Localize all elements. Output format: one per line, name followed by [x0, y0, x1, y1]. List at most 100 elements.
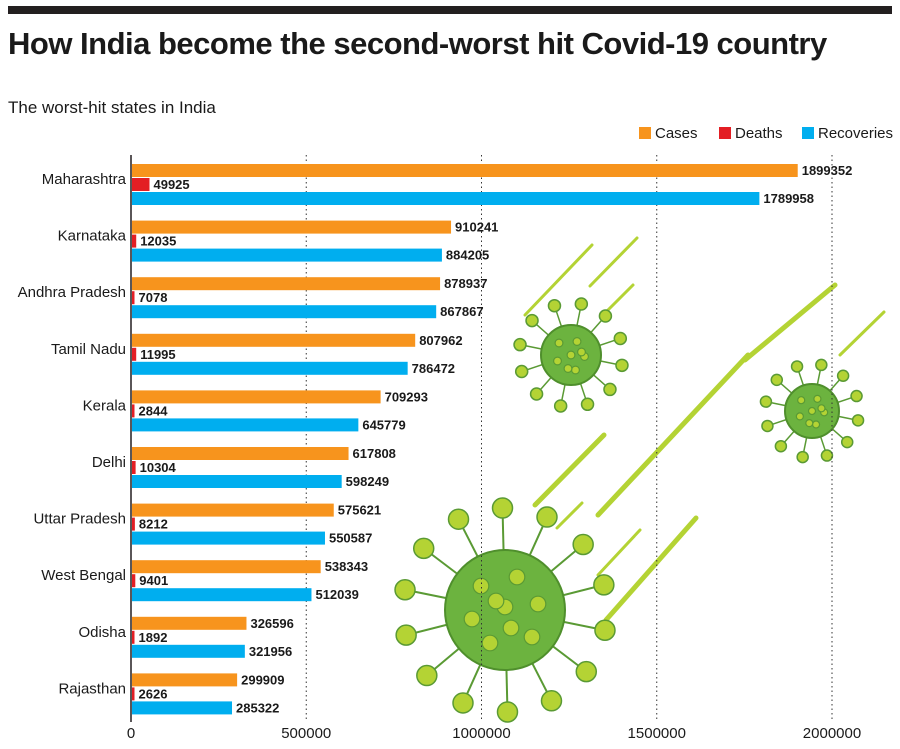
legend-swatch-deaths [719, 127, 731, 139]
virus-dot [502, 619, 520, 637]
virus-spike-knob [529, 387, 544, 401]
bar-cases-maharashtra [132, 164, 798, 177]
data-label-recoveries-kerala: 645779 [362, 417, 405, 432]
virus-spike-knob [536, 506, 558, 528]
virus-spike-knob [394, 578, 416, 601]
legend-swatch-recoveries [802, 127, 814, 139]
virus-spike-knob [574, 297, 589, 311]
virus-dot [576, 347, 586, 357]
x-tick-label: 1000000 [452, 725, 510, 742]
data-label-deaths-delhi: 10304 [140, 460, 177, 475]
bars: 1899352 49925 1789958 910241 12035 884205 8789… [132, 163, 852, 715]
data-label-recoveries-tamil-nadu: 786472 [412, 361, 455, 376]
bar-cases-uttar-pradesh [132, 503, 334, 517]
legend-swatch-cases [639, 127, 651, 139]
category-label-odisha: Odisha [78, 624, 126, 641]
x-tick-label: 500000 [281, 725, 331, 742]
virus-spike-knob [547, 298, 562, 313]
virus-spike-knob [820, 449, 834, 462]
data-label-deaths-kerala: 2844 [139, 403, 169, 418]
virus-dot [795, 412, 804, 421]
data-label-deaths-rajasthan: 2626 [139, 686, 168, 701]
virus-dot [508, 568, 526, 586]
virus-dot [529, 595, 547, 613]
data-label-recoveries-odisha: 321956 [249, 644, 292, 659]
category-label-rajasthan: Rajasthan [58, 680, 126, 697]
data-label-cases-delhi: 617808 [353, 446, 396, 461]
bar-recoveries-andhra-pradesh [132, 305, 437, 319]
virus-icon [513, 297, 629, 413]
data-label-recoveries-andhra-pradesh: 867867 [440, 304, 483, 319]
virus-dot [807, 406, 817, 416]
virus-spike-knob [452, 692, 474, 714]
data-label-recoveries-maharashtra: 1789958 [763, 191, 814, 206]
virus-spike-knob [496, 701, 519, 723]
virus-spike-knob [759, 395, 773, 408]
bar-recoveries-west-bengal [132, 588, 312, 602]
virus-dot [463, 610, 481, 628]
virus-spike-knob [594, 619, 616, 642]
bar-cases-rajasthan [132, 673, 238, 687]
virus-spike-knob [761, 419, 774, 433]
virus-spike-knob [447, 508, 470, 530]
virus-spike-knob [514, 364, 529, 379]
legend-label-recoveries: Recoveries [818, 124, 894, 142]
data-label-cases-andhra-pradesh: 878937 [444, 276, 487, 291]
bar-cases-karnataka [132, 220, 452, 234]
virus-dot [481, 634, 499, 652]
virus-spike-knob [603, 382, 617, 397]
virus-spike-knob [598, 309, 613, 323]
virus-streak [603, 515, 699, 623]
virus-spike-knob [851, 414, 865, 427]
virus-spike-knob [412, 537, 435, 560]
bar-deaths-odisha [132, 630, 135, 644]
virus-streak [555, 501, 584, 530]
virus-dot [472, 577, 490, 595]
virus-dot [570, 365, 580, 375]
bar-deaths-west-bengal [132, 574, 136, 588]
virus-spike-knob [815, 358, 828, 372]
virus-spike-knob [553, 399, 568, 413]
x-tick-label: 0 [127, 725, 135, 742]
data-label-cases-tamil-nadu: 807962 [419, 333, 462, 348]
bar-deaths-karnataka [132, 234, 137, 248]
gridlines [305, 155, 833, 720]
virus-dot [572, 337, 582, 347]
data-label-cases-uttar-pradesh: 575621 [338, 503, 381, 518]
virus-spike-knob [572, 533, 594, 556]
bar-recoveries-uttar-pradesh [132, 531, 325, 545]
virus-spike-knob [790, 360, 804, 373]
bar-cases-kerala [132, 390, 381, 404]
virus-spike-knob [491, 497, 514, 519]
category-label-tamil-nadu: Tamil Nadu [51, 341, 126, 358]
virus-spike-knob [613, 331, 628, 346]
category-label-karnataka: Karnataka [58, 228, 127, 245]
virus-dot [552, 356, 562, 366]
virus-spike-knob [416, 664, 438, 687]
virus-spike-knob [525, 313, 539, 328]
virus-streak [532, 432, 607, 508]
data-label-cases-rajasthan: 299909 [241, 672, 284, 687]
legend-item-deaths: Deaths [719, 124, 783, 142]
virus-spike-knob [593, 574, 615, 596]
bar-cases-delhi [132, 447, 349, 460]
bar-recoveries-tamil-nadu [132, 361, 408, 375]
legend-item-cases: Cases [639, 124, 698, 142]
data-label-cases-karnataka: 910241 [455, 220, 498, 235]
virus-dot [817, 404, 826, 413]
legend-item-recoveries: Recoveries [802, 124, 893, 142]
virus-spike-knob [770, 373, 784, 387]
category-label-andhra-pradesh: Andhra Pradesh [18, 284, 126, 301]
category-label-west-bengal: West Bengal [41, 567, 126, 584]
virus-streak [838, 310, 886, 357]
virus-spike-knob [580, 397, 595, 412]
virus-dot [813, 394, 822, 403]
data-label-deaths-uttar-pradesh: 8212 [139, 517, 168, 532]
virus-dot [797, 396, 806, 405]
axes: 0 500000 1000000 1500000 2000000 Maharashtra K… [18, 155, 861, 742]
bar-deaths-uttar-pradesh [132, 517, 135, 531]
bar-deaths-maharashtra [132, 178, 150, 191]
virus-dot [811, 420, 821, 429]
category-label-delhi: Delhi [92, 454, 126, 471]
